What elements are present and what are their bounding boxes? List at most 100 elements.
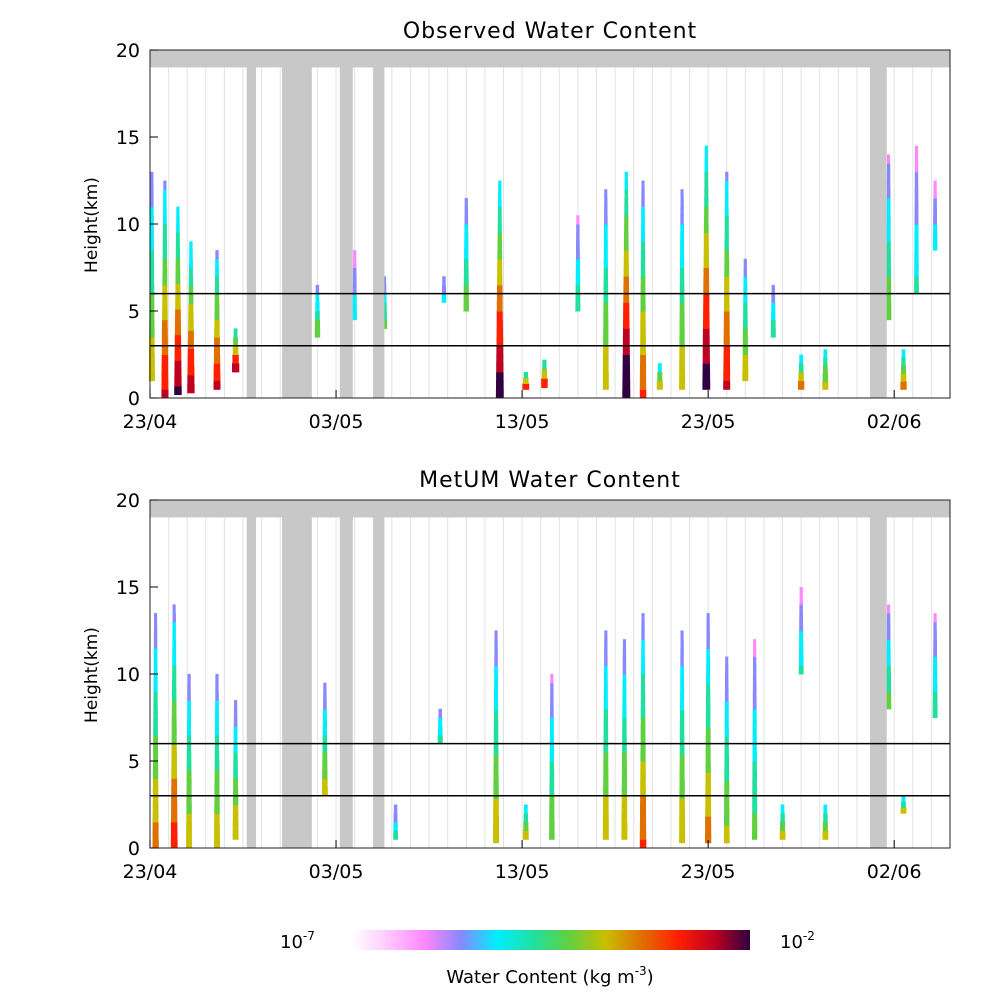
metum-cloud-cell bbox=[233, 769, 238, 779]
observed-cloud-cell bbox=[770, 328, 776, 338]
observed-cloud-cell bbox=[381, 319, 388, 329]
observed-cloud-cell bbox=[464, 197, 468, 208]
metum-cloud-cell bbox=[752, 682, 757, 692]
observed-cloud-cell bbox=[604, 206, 608, 216]
observed-cloud-cell bbox=[914, 154, 919, 164]
metum-cloud-cell bbox=[393, 830, 398, 840]
observed-cloud-cell bbox=[542, 359, 547, 370]
observed-cloud-cell bbox=[315, 284, 320, 295]
metum-cloud-cell bbox=[172, 630, 176, 640]
metum-x-tick-label: 02/06 bbox=[867, 861, 922, 883]
observed-cloud-cell bbox=[497, 215, 502, 225]
metum-cloud-cell bbox=[232, 813, 239, 823]
observed-cloud-cell bbox=[495, 389, 504, 399]
observed-cloud-cell bbox=[657, 371, 663, 382]
metum-cloud-cell bbox=[494, 701, 499, 711]
metum-cloud-cell bbox=[640, 795, 646, 805]
metum-cloud-cell bbox=[187, 708, 191, 718]
metum-cloud-cell bbox=[680, 710, 685, 720]
observed-cloud-cell bbox=[886, 197, 891, 208]
metum-cloud-cell bbox=[933, 665, 938, 675]
metum-cloud-cell bbox=[603, 752, 609, 762]
metum-cloud-cell bbox=[752, 830, 758, 840]
observed-missing-top-band bbox=[150, 50, 950, 68]
observed-cloud-cell bbox=[822, 381, 829, 390]
observed-cloud-column bbox=[213, 250, 221, 390]
metum-cloud-cell bbox=[886, 682, 892, 692]
observed-cloud-cell bbox=[640, 267, 646, 277]
observed-cloud-cell bbox=[352, 311, 357, 321]
metum-y-tick-label: 0 bbox=[128, 838, 140, 860]
observed-cloud-cell bbox=[724, 232, 729, 242]
metum-cloud-cell bbox=[641, 647, 645, 658]
observed-cloud-cell bbox=[914, 250, 919, 260]
metum-cloud-cell bbox=[170, 821, 178, 832]
observed-cloud-cell bbox=[174, 360, 182, 370]
metum-cloud-cell bbox=[233, 761, 238, 771]
observed-cloud-cell bbox=[464, 250, 469, 260]
metum-cloud-cell bbox=[705, 807, 712, 817]
metum-cloud-cell bbox=[725, 674, 729, 684]
observed-cloud-cell bbox=[162, 241, 167, 251]
metum-cloud-cell bbox=[549, 769, 555, 779]
observed-cloud-cell bbox=[703, 276, 710, 286]
metum-cloud-cell bbox=[603, 691, 608, 701]
metum-cloud-cell bbox=[550, 717, 554, 727]
observed-cloud-cell bbox=[149, 328, 155, 338]
metum-cloud-cell bbox=[172, 656, 177, 666]
observed-cloud-cell bbox=[150, 206, 154, 216]
metum-cloud-cell bbox=[493, 745, 499, 755]
observed-cloud-cell bbox=[576, 241, 580, 251]
metum-cloud-cell bbox=[752, 787, 758, 797]
metum-cloud-cell bbox=[322, 743, 328, 753]
metum-cloud-cell bbox=[640, 717, 646, 727]
metum-cloud-cell bbox=[493, 833, 499, 844]
metum-cloud-cell bbox=[622, 752, 627, 762]
metum-cloud-cell bbox=[706, 613, 710, 623]
colorbar-min-base: 10 bbox=[280, 932, 303, 953]
observed-cloud-cell bbox=[703, 284, 710, 295]
observed-cloud-cell bbox=[163, 180, 167, 190]
observed-cloud-cell bbox=[641, 224, 645, 234]
metum-y-axis-label: Height(km) bbox=[82, 627, 102, 723]
observed-cloud-column bbox=[742, 258, 749, 382]
observed-missing-data-gap bbox=[282, 50, 312, 398]
observed-cloud-cell bbox=[623, 328, 630, 338]
observed-cloud-column bbox=[822, 349, 829, 390]
observed-cloud-cell bbox=[576, 232, 580, 242]
observed-cloud-cell bbox=[232, 345, 239, 355]
metum-cloud-cell bbox=[724, 692, 729, 702]
observed-x-tick-label: 23/05 bbox=[681, 411, 736, 433]
metum-cloud-cell bbox=[493, 789, 499, 799]
metum-cloud-cell bbox=[724, 727, 729, 737]
observed-cloud-cell bbox=[522, 383, 530, 390]
metum-cloud-cell bbox=[886, 691, 892, 701]
metum-cloud-cell bbox=[706, 639, 710, 649]
observed-cloud-cell bbox=[723, 328, 730, 338]
observed-cloud-cell bbox=[175, 300, 181, 310]
observed-cloud-cell bbox=[187, 366, 195, 376]
observed-cloud-cell bbox=[914, 241, 919, 251]
colorbar-gradient bbox=[352, 930, 750, 950]
colorbar-title-close: ) bbox=[647, 967, 654, 988]
metum-cloud-cell bbox=[153, 630, 158, 640]
observed-cloud-column bbox=[541, 359, 548, 389]
metum-cloud-cell bbox=[752, 778, 757, 788]
observed-cloud-cell bbox=[704, 171, 709, 181]
metum-cloud-cell bbox=[752, 691, 757, 701]
metum-cloud-cell bbox=[494, 648, 498, 658]
metum-cloud-cell bbox=[215, 726, 219, 736]
metum-cloud-cell bbox=[493, 798, 499, 808]
colorbar-max-exp: -2 bbox=[803, 929, 815, 943]
observed-cloud-cell bbox=[724, 302, 730, 312]
observed-cloud-cell bbox=[442, 276, 446, 286]
metum-cloud-cell bbox=[153, 665, 158, 675]
metum-cloud-cell bbox=[706, 701, 711, 711]
observed-cloud-cell bbox=[886, 232, 891, 242]
metum-cloud-cell bbox=[680, 674, 684, 684]
observed-cloud-cell bbox=[622, 371, 631, 382]
metum-cloud-cell bbox=[621, 795, 628, 805]
metum-cloud-column bbox=[437, 708, 443, 745]
observed-cloud-cell bbox=[679, 380, 686, 390]
observed-cloud-cell bbox=[161, 345, 168, 355]
